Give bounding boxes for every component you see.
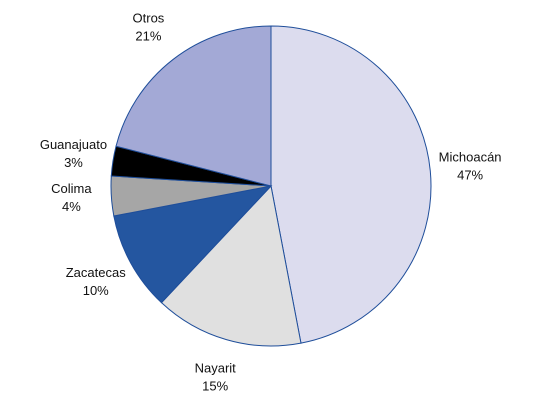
slice-value-label: 3% — [64, 155, 83, 170]
pie-slice — [115, 25, 272, 187]
slice-label: Guanajuato — [40, 137, 107, 152]
slice-label: Zacatecas — [66, 265, 126, 280]
slice-label: Colima — [51, 181, 92, 196]
slice-value-label: 10% — [83, 283, 109, 298]
slice-value-label: 15% — [202, 378, 228, 393]
slice-label: Michoacán — [439, 150, 502, 165]
pie-slice — [160, 184, 302, 347]
slice-label: Otros — [133, 10, 165, 25]
pie-slice — [113, 185, 273, 304]
slice-label: Nayarit — [195, 360, 237, 375]
pie-slice — [270, 25, 432, 344]
slice-value-label: 47% — [457, 168, 483, 183]
slice-value-label: 4% — [62, 199, 81, 214]
slice-value-label: 21% — [135, 28, 161, 43]
